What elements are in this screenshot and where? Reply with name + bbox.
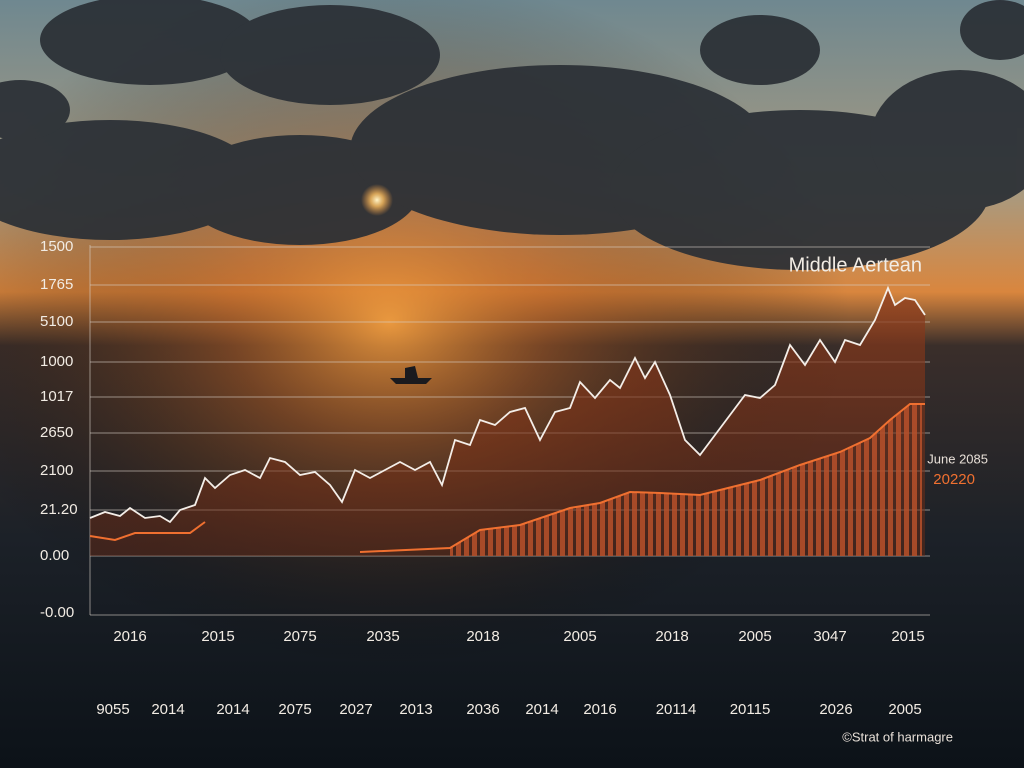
sun bbox=[361, 184, 393, 216]
y-label: 2650 bbox=[40, 424, 73, 441]
x-label: 2015 bbox=[891, 628, 924, 645]
x-label: 2027 bbox=[339, 701, 372, 718]
clouds bbox=[0, 0, 1024, 270]
x-label: 2014 bbox=[216, 701, 249, 718]
y-label: 0.00 bbox=[40, 547, 69, 564]
x-label: 2014 bbox=[525, 701, 558, 718]
x-label: 2005 bbox=[563, 628, 596, 645]
x-label: 2005 bbox=[738, 628, 771, 645]
x-label: 2075 bbox=[278, 701, 311, 718]
annotation-date: June 2085 bbox=[927, 451, 988, 466]
x-label: 3047 bbox=[813, 628, 846, 645]
x-label: 2018 bbox=[655, 628, 688, 645]
x-label: 2026 bbox=[819, 701, 852, 718]
y-label: 1017 bbox=[40, 388, 73, 405]
x-label: 2035 bbox=[366, 628, 399, 645]
x-label: 2036 bbox=[466, 701, 499, 718]
x-label: 2016 bbox=[583, 701, 616, 718]
white-line bbox=[89, 285, 926, 524]
x-label: 2016 bbox=[113, 628, 146, 645]
x-label: 2075 bbox=[283, 628, 316, 645]
x-label: 2015 bbox=[201, 628, 234, 645]
x-label: 2005 bbox=[888, 701, 921, 718]
chart-title: Middle Aertean bbox=[789, 254, 922, 276]
y-label: 5100 bbox=[40, 313, 73, 330]
x-label: 2018 bbox=[466, 628, 499, 645]
orange-line bbox=[89, 403, 925, 553]
x-label: 20114 bbox=[656, 701, 697, 718]
y-label: 1500 bbox=[40, 238, 73, 255]
y-label: 1765 bbox=[40, 276, 73, 293]
x-label: 20115 bbox=[730, 701, 771, 718]
annotation-value: 20220 bbox=[933, 471, 975, 488]
y-label: 2100 bbox=[40, 462, 73, 479]
ship bbox=[390, 366, 432, 384]
credit: ©Strat of harmagre bbox=[842, 729, 953, 744]
y-label: -0.00 bbox=[40, 604, 74, 621]
x-label: 2013 bbox=[399, 701, 432, 718]
x-label: 9055 bbox=[96, 701, 129, 718]
y-label: 21.20 bbox=[40, 501, 78, 518]
y-label: 1000 bbox=[40, 353, 73, 370]
area-fill bbox=[90, 288, 925, 556]
x-label: 2014 bbox=[151, 701, 184, 718]
